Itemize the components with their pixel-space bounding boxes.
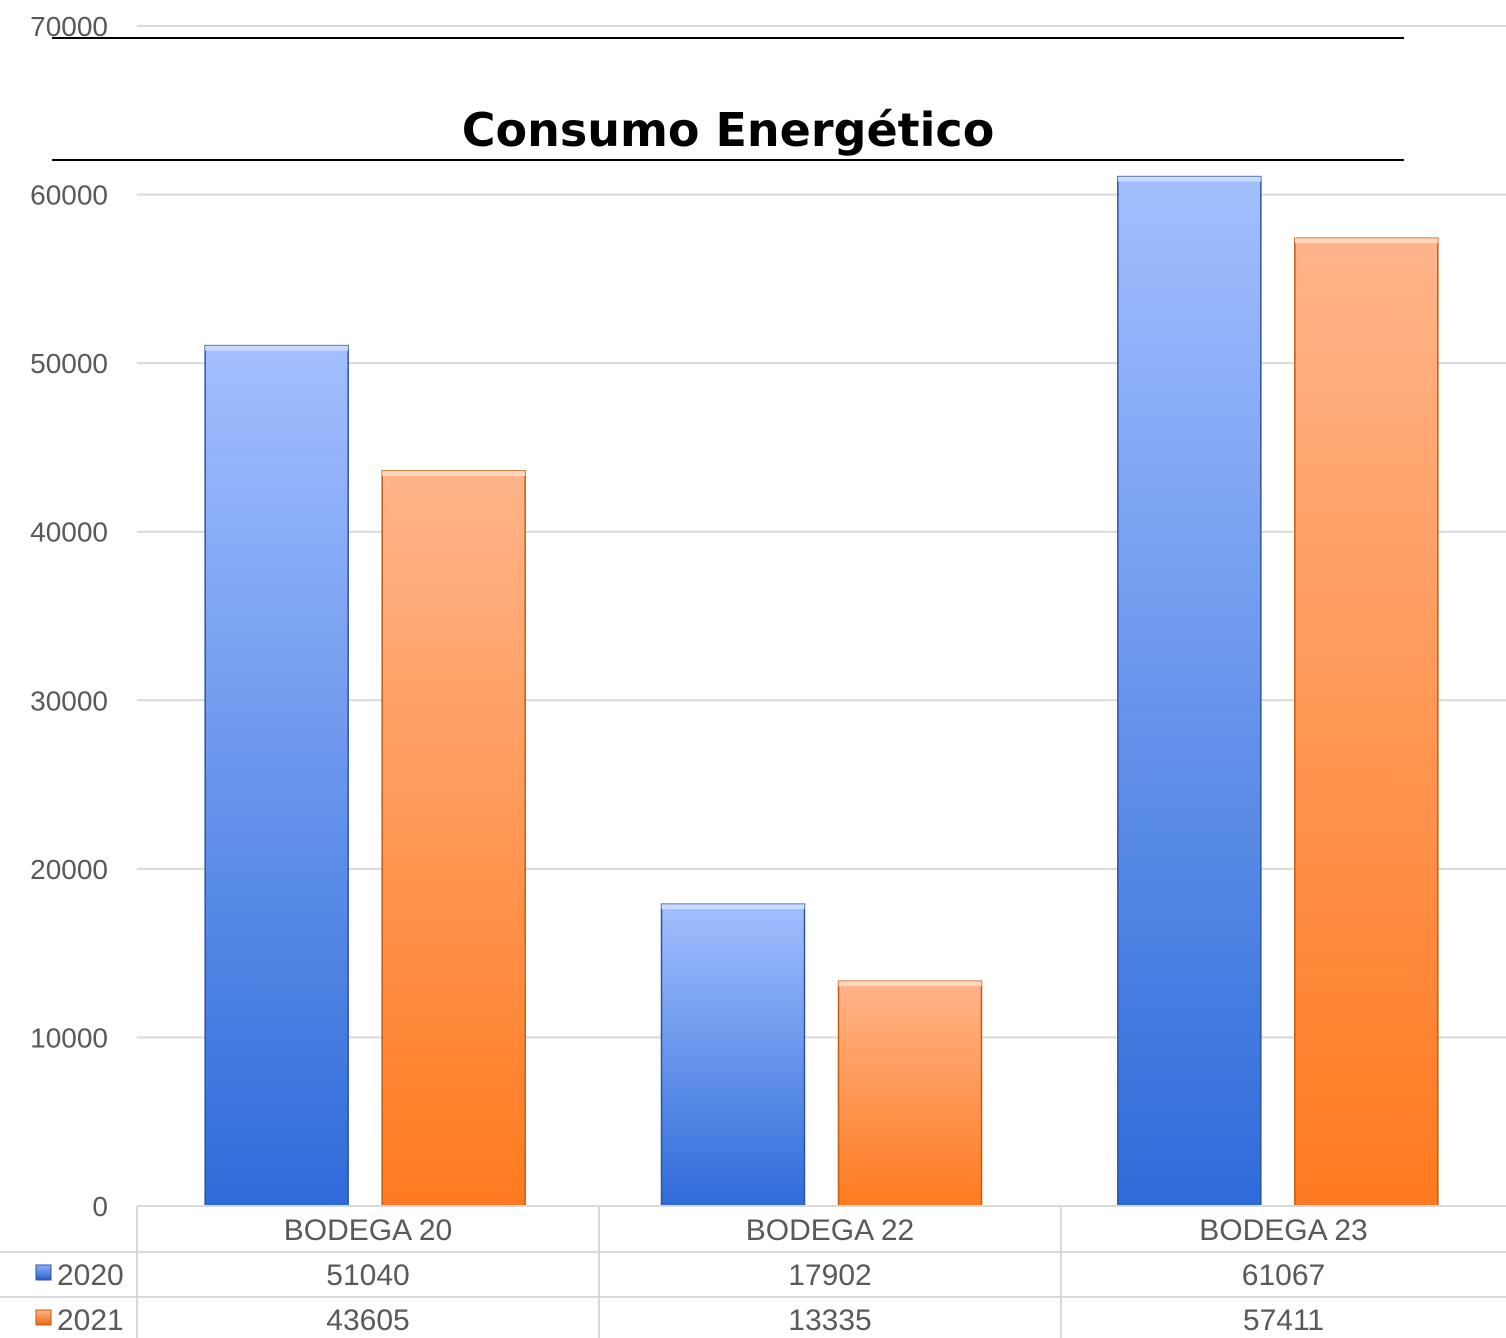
bar-cap	[382, 470, 526, 476]
category-label: BODEGA 23	[1199, 1214, 1367, 1247]
y-tick-label: 10000	[30, 1022, 108, 1053]
bar-cap	[661, 904, 805, 910]
category-label: BODEGA 22	[746, 1214, 914, 1247]
bar-2021-bodega-22	[837, 980, 983, 1207]
bar-cap	[838, 981, 982, 987]
series-label: 2020	[57, 1259, 124, 1292]
series-label: 2021	[57, 1304, 124, 1337]
chart-title: Consumo Energético	[462, 103, 995, 157]
gridlines	[137, 25, 1506, 1039]
data-label: 17902	[788, 1259, 871, 1292]
bar-2021-bodega-20	[381, 470, 526, 1207]
y-tick-label: 50000	[30, 348, 108, 379]
y-tick-label: 20000	[30, 854, 108, 885]
data-label: 51040	[326, 1259, 409, 1292]
y-axis-ticks: 0 10000 20000 30000 40000 50000 60000 70000	[30, 11, 108, 1222]
y-tick-label: 0	[92, 1191, 108, 1222]
y-tick-label: 60000	[30, 180, 108, 211]
data-table: BODEGA 20 BODEGA 22 BODEGA 23 2020 51040 1790…	[0, 1205, 1506, 1338]
bar-cap	[1117, 176, 1261, 182]
data-label: 43605	[326, 1304, 409, 1337]
y-tick-label: 30000	[30, 685, 108, 716]
category-label: BODEGA 20	[284, 1214, 452, 1247]
data-label: 61067	[1242, 1259, 1325, 1292]
bar-2020-bodega-22	[660, 903, 806, 1207]
bar-2020-bodega-23	[1117, 175, 1262, 1207]
data-label: 13335	[788, 1304, 871, 1337]
bar-2020-bodega-20	[204, 344, 349, 1207]
bar-cap	[205, 345, 349, 351]
legend-swatch	[35, 1264, 52, 1281]
bars	[204, 175, 1439, 1207]
y-tick-label: 40000	[30, 517, 108, 548]
bar-cap	[1294, 238, 1438, 244]
data-label: 57411	[1243, 1304, 1324, 1337]
legend-swatch	[35, 1309, 52, 1326]
bar-2021-bodega-23	[1294, 237, 1439, 1207]
y-tick-label: 70000	[30, 11, 108, 42]
